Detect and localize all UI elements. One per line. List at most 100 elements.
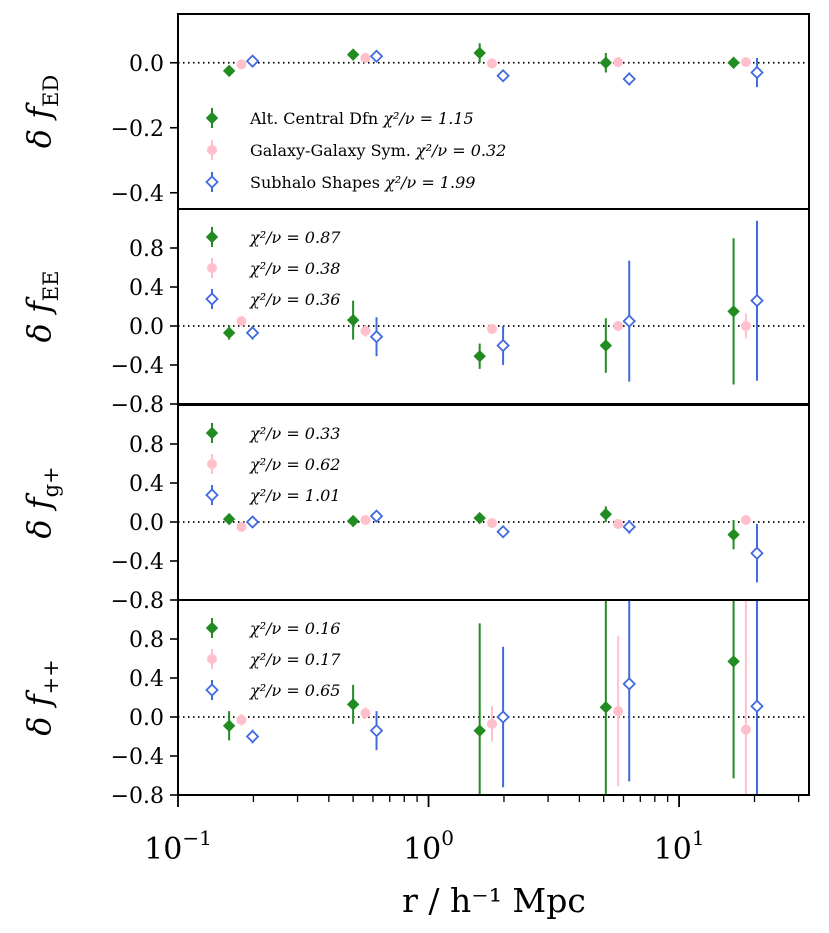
data-point — [487, 323, 498, 334]
y-axis-label: δ f++ — [20, 659, 63, 735]
data-point — [496, 524, 510, 539]
y-tick-label: −0.2 — [111, 117, 164, 142]
data-point — [236, 316, 247, 327]
data-point — [222, 512, 236, 526]
data-point — [622, 520, 637, 534]
data-point — [473, 511, 486, 525]
data-point — [496, 68, 510, 83]
legend-chi2: χ²/ν = 1.99 — [384, 173, 475, 192]
legend-marker — [205, 488, 219, 502]
data-point — [245, 515, 260, 529]
x-tick-exponent: 0 — [441, 826, 454, 850]
y-tick-label: 0.0 — [129, 315, 164, 340]
legend-marker — [205, 292, 219, 306]
data-point — [487, 718, 498, 729]
data-points — [222, 43, 764, 88]
data-point — [360, 708, 371, 719]
data-point — [360, 52, 371, 63]
y-axis-label-sub: g+ — [39, 466, 63, 497]
data-point — [369, 329, 384, 344]
y-axis-label: δ fEE — [20, 271, 63, 343]
y-tick-label: −0.4 — [111, 550, 164, 575]
data-point — [613, 706, 624, 717]
y-axis-label-main: δ f — [20, 689, 58, 735]
data-point — [622, 677, 637, 691]
legend-marker — [207, 263, 217, 273]
legend-label: χ²/ν = 0.33 — [249, 424, 340, 443]
y-axis-label: δ fED — [20, 75, 63, 148]
data-point — [750, 699, 764, 714]
legend-chi2: χ²/ν = 1.15 — [382, 109, 473, 128]
legend-label: χ²/ν = 1.01 — [249, 486, 340, 505]
y-tick-label: 0.0 — [129, 52, 164, 77]
data-point — [613, 518, 624, 529]
data-point — [727, 655, 740, 668]
x-tick-base: 10 — [654, 832, 692, 867]
y-axis-label-sub: ++ — [39, 659, 63, 694]
x-tick-base: 10 — [403, 832, 441, 867]
legend-series-name: Galaxy-Galaxy Sym. — [250, 141, 416, 160]
y-tick-label: 0.4 — [129, 472, 164, 497]
panel-frame — [177, 599, 810, 796]
legend-series-name: Subhalo Shapes — [250, 173, 385, 192]
legend-chi2: χ²/ν = 0.62 — [249, 455, 340, 474]
legend-chi2: χ²/ν = 1.01 — [249, 486, 340, 505]
data-points — [222, 220, 764, 385]
y-tick-label: 0.8 — [129, 433, 164, 458]
y-tick-label: −0.8 — [111, 784, 164, 809]
y-axis-label-sub: EE — [39, 271, 63, 302]
legend-chi2: χ²/ν = 0.65 — [249, 681, 340, 700]
y-axis-label-main: δ f — [20, 492, 58, 538]
data-point — [369, 49, 384, 64]
legend-marker — [205, 426, 219, 440]
data-point — [740, 321, 751, 331]
x-tick-label: 10−1 — [144, 826, 212, 867]
y-tick-label: −0.8 — [111, 393, 164, 418]
legend-chi2: χ²/ν = 0.32 — [415, 141, 506, 160]
legend-marker — [205, 683, 219, 697]
data-point — [346, 698, 360, 711]
data-point — [222, 64, 236, 78]
legend-marker — [205, 230, 219, 244]
data-point — [727, 305, 740, 318]
y-axis-label: δ fg+ — [20, 466, 63, 538]
legend-label: Alt. Central Dfn χ²/ν = 1.15 — [249, 109, 474, 128]
data-point — [496, 710, 510, 724]
legend-chi2: χ²/ν = 0.33 — [249, 424, 340, 443]
x-tick-label: 100 — [403, 826, 454, 867]
data-point — [369, 723, 384, 738]
legend-marker — [205, 111, 219, 125]
legend-label: Subhalo Shapes χ²/ν = 1.99 — [250, 173, 475, 192]
data-point — [346, 48, 360, 61]
y-tick-label: −0.4 — [111, 182, 164, 207]
data-point — [740, 57, 751, 68]
data-point — [473, 46, 486, 60]
data-point — [750, 65, 764, 80]
data-point — [222, 326, 236, 340]
legend-chi2: χ²/ν = 0.36 — [249, 290, 340, 309]
y-tick-label: 0.4 — [129, 667, 164, 692]
y-tick-label: −0.4 — [111, 354, 164, 379]
legend-series-name: Alt. Central Dfn — [249, 109, 383, 128]
legend-label: χ²/ν = 0.62 — [249, 455, 340, 474]
y-tick-label: 0.4 — [129, 276, 164, 301]
legend: χ²/ν = 0.87 χ²/ν = 0.38 χ²/ν = 0.36 — [205, 227, 341, 309]
data-point — [236, 521, 247, 532]
data-point — [599, 56, 613, 69]
y-axis-label-sub: ED — [39, 75, 63, 107]
data-point — [496, 338, 510, 353]
data-point — [727, 56, 740, 69]
data-point — [740, 515, 751, 526]
data-point — [750, 546, 764, 560]
data-points — [222, 600, 764, 795]
legend-marker — [205, 621, 219, 635]
data-point — [245, 54, 260, 68]
legend-marker — [207, 654, 217, 664]
x-axis-label: r / h⁻¹ Mpc — [402, 881, 586, 920]
data-point — [487, 58, 498, 69]
y-tick-label: 0.0 — [129, 706, 164, 731]
legend-label: χ²/ν = 0.65 — [249, 681, 340, 700]
